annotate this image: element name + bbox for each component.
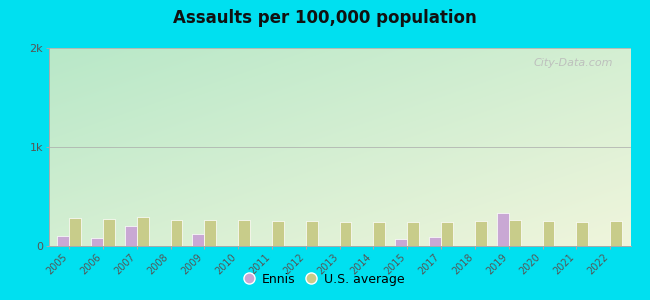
Bar [543,221,554,246]
Bar [441,222,453,246]
Bar [238,220,250,246]
Text: Assaults per 100,000 population: Assaults per 100,000 population [173,9,477,27]
Bar [577,222,588,246]
Bar [192,234,204,246]
Legend: Ennis, U.S. average: Ennis, U.S. average [240,268,410,291]
Bar [374,222,385,246]
Bar [509,220,521,246]
Bar [103,219,114,246]
Bar [136,217,149,246]
Bar [125,226,136,246]
Text: City-Data.com: City-Data.com [534,58,613,68]
Bar [272,221,284,246]
Bar [91,238,103,246]
Bar [69,218,81,246]
Bar [306,221,318,246]
Bar [57,236,69,246]
Bar [339,222,352,246]
Bar [475,221,487,246]
Bar [395,239,408,246]
Bar [429,237,441,246]
Bar [170,220,183,246]
Bar [204,220,216,246]
Bar [408,222,419,246]
Bar [497,213,509,246]
Bar [610,221,622,246]
